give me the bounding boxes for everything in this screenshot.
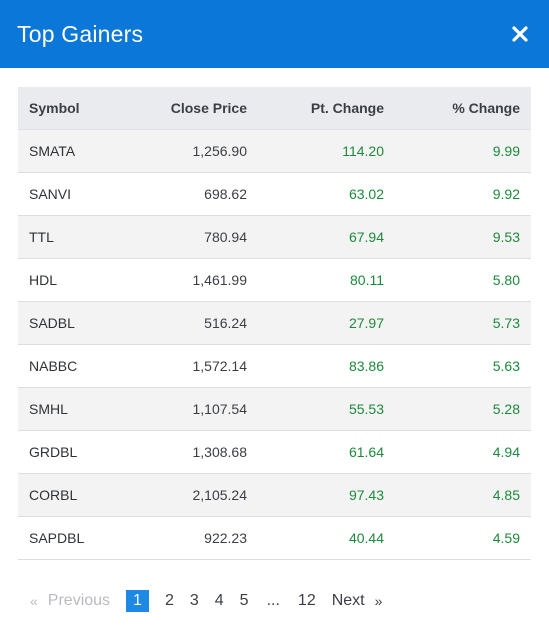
close-price-cell: 2,105.24 xyxy=(133,473,258,517)
close-price-cell: 1,461.99 xyxy=(133,258,258,302)
table-row[interactable]: CORBL 2,105.24 97.43 4.85 xyxy=(18,473,531,517)
modal-header: Top Gainers xyxy=(0,0,549,68)
table-row[interactable]: SADBL 516.24 27.97 5.73 xyxy=(18,301,531,345)
close-price-cell: 698.62 xyxy=(133,172,258,216)
symbol-cell: SAPDBL xyxy=(18,516,133,560)
close-price-cell: 1,572.14 xyxy=(133,344,258,388)
close-icon xyxy=(512,26,528,42)
pct-change-cell: 5.28 xyxy=(395,387,531,431)
symbol-cell: HDL xyxy=(18,258,133,302)
symbol-cell: SANVI xyxy=(18,172,133,216)
table-body: SMATA 1,256.90 114.20 9.99 SANVI 698.62 63.02… xyxy=(18,129,531,560)
table-header-row: Symbol Close Price Pt. Change % Change xyxy=(18,87,531,130)
pt-change-cell: 61.64 xyxy=(258,430,395,474)
pt-change-cell: 55.53 xyxy=(258,387,395,431)
column-header-pt-change[interactable]: Pt. Change xyxy=(258,87,395,130)
pct-change-cell: 5.73 xyxy=(395,301,531,345)
table-row[interactable]: SANVI 698.62 63.02 9.92 xyxy=(18,172,531,216)
gainers-table: Symbol Close Price Pt. Change % Change S… xyxy=(18,87,531,560)
close-button[interactable] xyxy=(509,23,531,45)
close-price-cell: 780.94 xyxy=(133,215,258,259)
pt-change-cell: 97.43 xyxy=(258,473,395,517)
previous-button[interactable]: Previous xyxy=(47,591,111,609)
pt-change-cell: 114.20 xyxy=(258,129,395,173)
page-button-5[interactable]: 5 xyxy=(239,591,249,609)
column-header-pct-change[interactable]: % Change xyxy=(395,87,531,130)
table-row[interactable]: SMATA 1,256.90 114.20 9.99 xyxy=(18,129,531,173)
close-price-cell: 516.24 xyxy=(133,301,258,345)
modal-title: Top Gainers xyxy=(17,20,144,47)
pagination-ellipsis: ... xyxy=(266,591,280,609)
table-row[interactable]: NABBC 1,572.14 83.86 5.63 xyxy=(18,344,531,388)
close-price-cell: 1,107.54 xyxy=(133,387,258,431)
pct-change-cell: 9.92 xyxy=(395,172,531,216)
symbol-cell: SMHL xyxy=(18,387,133,431)
page-button-3[interactable]: 3 xyxy=(189,591,199,609)
pt-change-cell: 27.97 xyxy=(258,301,395,345)
pt-change-cell: 63.02 xyxy=(258,172,395,216)
page-button-2[interactable]: 2 xyxy=(164,591,174,609)
next-arrow-icon[interactable]: » xyxy=(374,592,383,609)
modal-body: Symbol Close Price Pt. Change % Change S… xyxy=(0,68,549,612)
pt-change-cell: 40.44 xyxy=(258,516,395,560)
close-price-cell: 922.23 xyxy=(133,516,258,560)
column-header-close-price[interactable]: Close Price xyxy=(133,87,258,130)
pct-change-cell: 5.63 xyxy=(395,344,531,388)
symbol-cell: TTL xyxy=(18,215,133,259)
pt-change-cell: 67.94 xyxy=(258,215,395,259)
prev-arrow-icon: « xyxy=(30,592,38,609)
symbol-cell: GRDBL xyxy=(18,430,133,474)
symbol-cell: NABBC xyxy=(18,344,133,388)
column-header-symbol[interactable]: Symbol xyxy=(18,87,133,130)
page-button-12[interactable]: 12 xyxy=(297,591,316,609)
close-price-cell: 1,256.90 xyxy=(133,129,258,173)
symbol-cell: SADBL xyxy=(18,301,133,345)
table-row[interactable]: HDL 1,461.99 80.11 5.80 xyxy=(18,258,531,302)
table-row[interactable]: SMHL 1,107.54 55.53 5.28 xyxy=(18,387,531,431)
symbol-cell: SMATA xyxy=(18,129,133,173)
pct-change-cell: 4.94 xyxy=(395,430,531,474)
pt-change-cell: 80.11 xyxy=(258,258,395,302)
pt-change-cell: 83.86 xyxy=(258,344,395,388)
next-button[interactable]: Next xyxy=(331,591,365,609)
table-row[interactable]: SAPDBL 922.23 40.44 4.59 xyxy=(18,516,531,560)
table-row[interactable]: TTL 780.94 67.94 9.53 xyxy=(18,215,531,259)
pct-change-cell: 4.85 xyxy=(395,473,531,517)
page-button-4[interactable]: 4 xyxy=(214,591,224,609)
symbol-cell: CORBL xyxy=(18,473,133,517)
pct-change-cell: 4.59 xyxy=(395,516,531,560)
pct-change-cell: 9.53 xyxy=(395,215,531,259)
pct-change-cell: 5.80 xyxy=(395,258,531,302)
page-button-1[interactable]: 1 xyxy=(126,589,149,612)
table-row[interactable]: GRDBL 1,308.68 61.64 4.94 xyxy=(18,430,531,474)
close-price-cell: 1,308.68 xyxy=(133,430,258,474)
pagination: « Previous 1 2 3 4 5 ... 12 Next » xyxy=(18,589,532,612)
pct-change-cell: 9.99 xyxy=(395,129,531,173)
